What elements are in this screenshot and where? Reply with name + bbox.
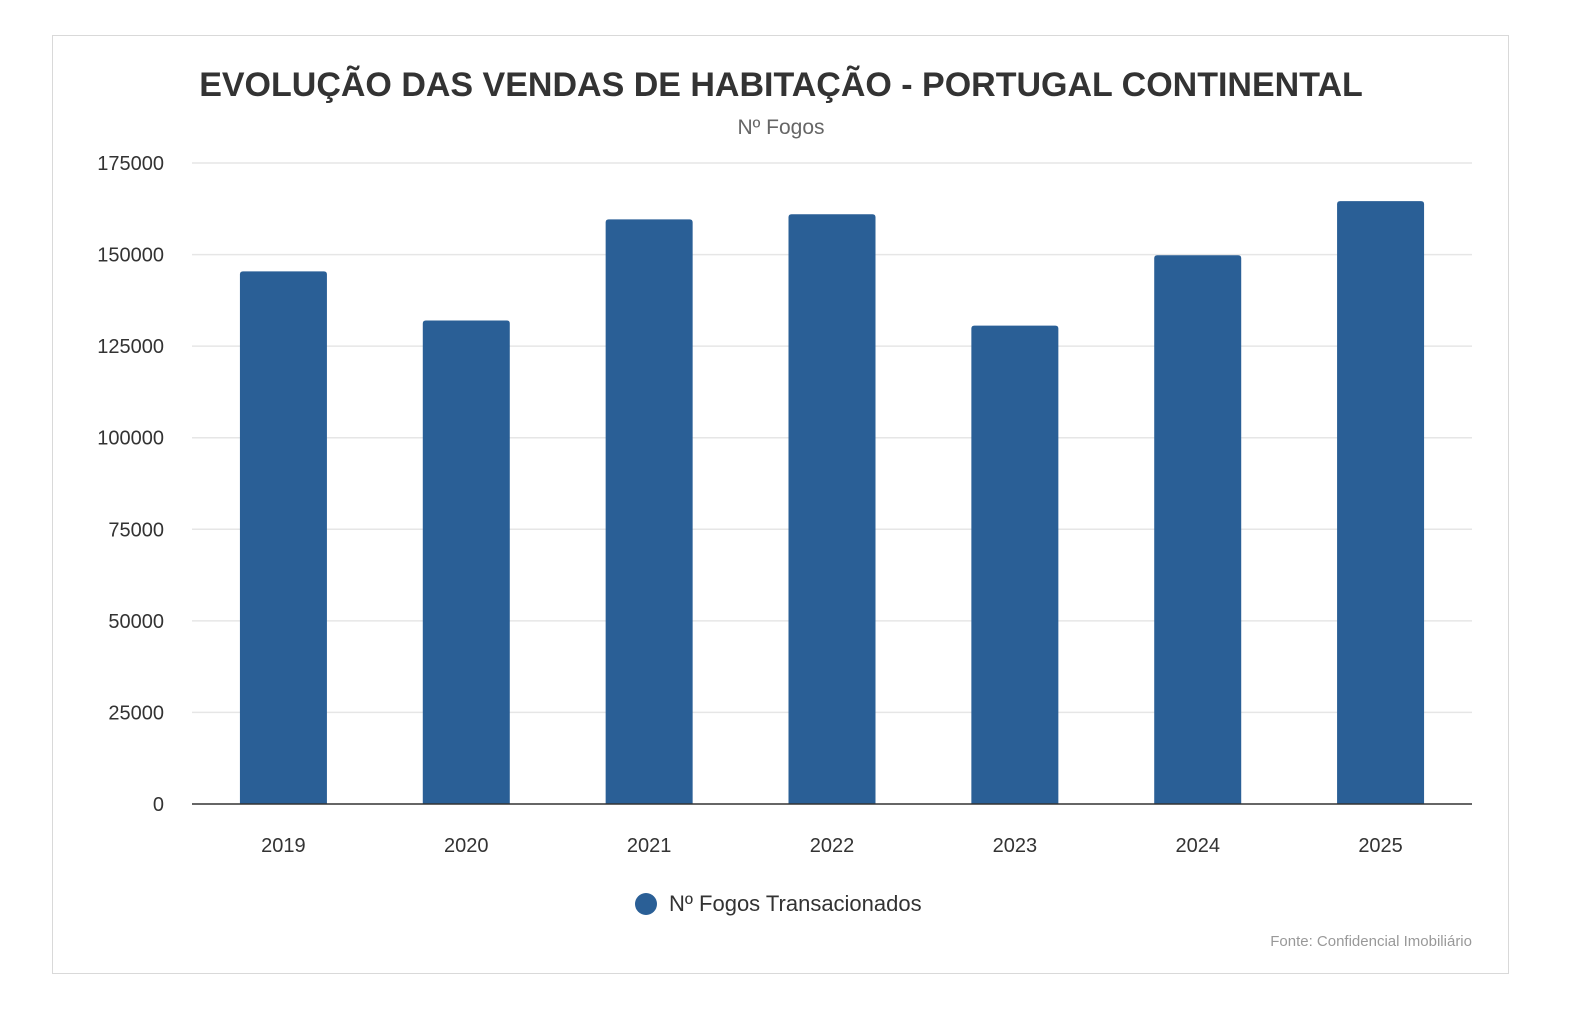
- x-tick-label: 2020: [444, 835, 489, 857]
- bar-2021[interactable]: [605, 219, 693, 804]
- bar-2022[interactable]: [788, 214, 876, 804]
- y-tick-label: 75000: [108, 519, 164, 541]
- chart-title: EVOLUÇÃO DAS VENDAS DE HABITAÇÃO - PORTU…: [199, 66, 1363, 104]
- chart-frame: [52, 35, 1509, 974]
- y-tick-label: 50000: [108, 611, 164, 633]
- x-tick-label: 2024: [1175, 835, 1220, 857]
- credits: Fonte: Confidencial Imobiliário: [1270, 933, 1472, 950]
- legend-item[interactable]: Nº Fogos Transacionados: [635, 891, 922, 917]
- bar-2025[interactable]: [1337, 201, 1425, 804]
- bar-2019[interactable]: [239, 271, 327, 805]
- bar-2024[interactable]: [1154, 255, 1242, 804]
- y-tick-label: 25000: [108, 702, 164, 724]
- x-tick-label: 2021: [627, 835, 672, 857]
- bar-2023[interactable]: [971, 325, 1059, 804]
- legend-label: Nº Fogos Transacionados: [669, 891, 922, 916]
- y-tick-label: 150000: [97, 245, 164, 267]
- y-tick-label: 125000: [97, 336, 164, 358]
- x-tick-label: 2022: [810, 835, 855, 857]
- y-tick-label: 100000: [97, 428, 164, 450]
- bar-2020[interactable]: [422, 320, 510, 804]
- y-tick-label: 0: [153, 794, 164, 816]
- y-tick-label: 175000: [97, 153, 164, 175]
- x-tick-label: 2023: [993, 835, 1038, 857]
- legend-marker-icon: [635, 893, 657, 915]
- chart-subtitle: Nº Fogos: [737, 116, 825, 139]
- x-tick-label: 2019: [261, 835, 306, 857]
- x-tick-label: 2025: [1358, 835, 1403, 857]
